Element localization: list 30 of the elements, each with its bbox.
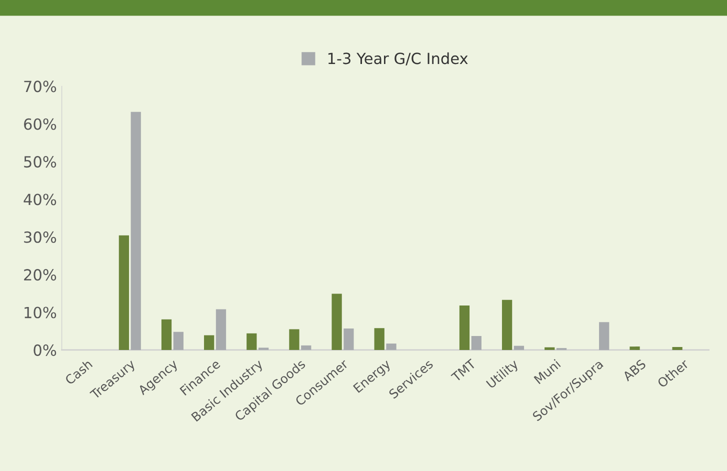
y-tick-label: 30% [24, 231, 56, 243]
legend-label: 1-3 Year G/C Index [328, 52, 468, 66]
bar [514, 346, 524, 350]
bar [204, 335, 214, 350]
bar [118, 235, 130, 350]
bar [246, 333, 257, 350]
bar [161, 319, 172, 350]
bar [173, 332, 184, 350]
bar [630, 346, 640, 350]
bar [502, 300, 512, 350]
bar [374, 328, 384, 350]
bar [332, 294, 342, 350]
y-tick-label: 50% [24, 156, 56, 168]
y-tick-label: 10% [24, 306, 56, 318]
y-tick-label: 40% [24, 194, 56, 206]
y-tick-label: 20% [24, 269, 56, 281]
y-tick-label: 70% [24, 80, 56, 92]
bar [544, 347, 555, 350]
bar [289, 329, 300, 350]
bar [216, 309, 226, 350]
bar [459, 305, 470, 350]
bar [672, 346, 682, 350]
bar [301, 345, 312, 350]
bar [344, 328, 354, 350]
bar [471, 336, 482, 350]
y-tick-label: 60% [24, 118, 56, 130]
y-tick-label: 0% [34, 344, 56, 356]
bar [130, 112, 141, 350]
bar [599, 322, 610, 350]
bar [386, 344, 396, 350]
